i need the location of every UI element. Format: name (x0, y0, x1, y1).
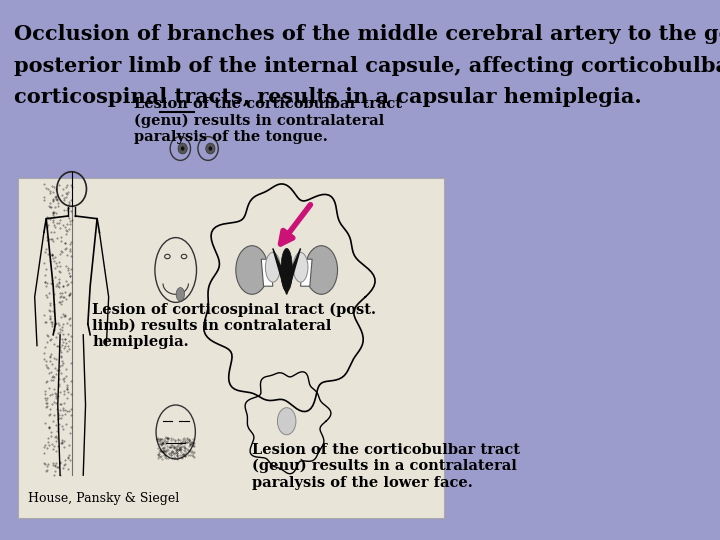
Ellipse shape (281, 248, 292, 292)
Text: Lesion of the corticobulbar tract
(genu) results in a contralateral
paralysis of: Lesion of the corticobulbar tract (genu)… (252, 443, 520, 490)
Circle shape (181, 146, 184, 151)
Text: Lesion of corticospinal tract (post.
limb) results in contralateral
hemiplegia.: Lesion of corticospinal tract (post. lim… (92, 302, 377, 349)
Polygon shape (300, 259, 312, 286)
Ellipse shape (236, 246, 268, 294)
Ellipse shape (293, 252, 308, 282)
Circle shape (178, 143, 187, 154)
Ellipse shape (266, 252, 280, 282)
Ellipse shape (176, 287, 184, 301)
Polygon shape (273, 248, 300, 294)
Ellipse shape (305, 246, 338, 294)
Text: posterior limb of the internal capsule, affecting corticobulbar &: posterior limb of the internal capsule, … (14, 56, 720, 76)
Text: House, Pansky & Siegel: House, Pansky & Siegel (28, 492, 179, 505)
FancyBboxPatch shape (19, 178, 444, 518)
Ellipse shape (277, 408, 296, 435)
Polygon shape (261, 259, 273, 286)
Text: corticospinal tracts, results in a capsular hemiplegia.: corticospinal tracts, results in a capsu… (14, 87, 642, 107)
Circle shape (206, 143, 215, 154)
Text: Lesion of the corticobulbar tract
(genu) results in contralateral
paralysis of t: Lesion of the corticobulbar tract (genu)… (134, 97, 402, 144)
Text: Occlusion of branches of the middle cerebral artery to the genu and: Occlusion of branches of the middle cere… (14, 24, 720, 44)
Circle shape (209, 146, 212, 151)
